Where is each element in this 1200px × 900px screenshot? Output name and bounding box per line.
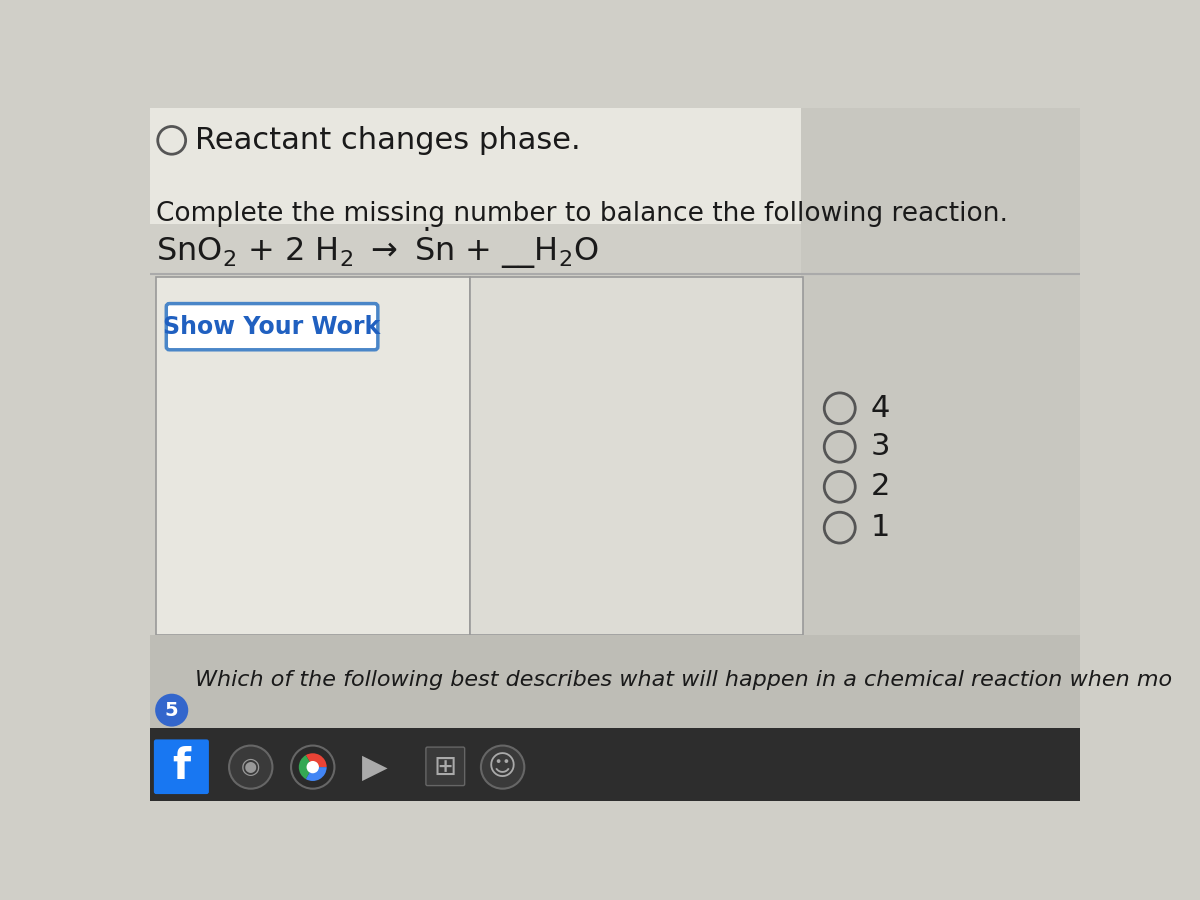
Text: Which of the following best describes what will happen in a chemical reaction wh: Which of the following best describes wh… bbox=[194, 670, 1172, 690]
Text: Reactant changes phase.: Reactant changes phase. bbox=[194, 126, 581, 155]
FancyBboxPatch shape bbox=[154, 740, 209, 794]
Text: f: f bbox=[172, 746, 190, 788]
Circle shape bbox=[292, 745, 335, 788]
Circle shape bbox=[229, 745, 272, 788]
Text: ☺: ☺ bbox=[488, 753, 517, 781]
Bar bbox=[150, 728, 1080, 801]
Bar bbox=[156, 277, 470, 635]
Bar bbox=[470, 277, 803, 635]
Text: Complete the missing number to balance the following reaction.: Complete the missing number to balance t… bbox=[156, 202, 1008, 228]
Text: SnO$_2$ + 2 H$_2$ $\rightarrow$ $\mathregular{\dot{S}}$n + __H$_2$O: SnO$_2$ + 2 H$_2$ $\rightarrow$ $\mathre… bbox=[156, 225, 599, 271]
Bar bbox=[802, 108, 1080, 801]
Text: 5: 5 bbox=[164, 700, 179, 720]
Text: 4: 4 bbox=[871, 394, 890, 423]
Text: Show Your Work: Show Your Work bbox=[163, 315, 380, 338]
Circle shape bbox=[156, 695, 187, 725]
Text: 2: 2 bbox=[871, 472, 890, 501]
FancyBboxPatch shape bbox=[167, 303, 378, 350]
Text: ◉: ◉ bbox=[241, 757, 260, 777]
Wedge shape bbox=[306, 767, 326, 781]
Bar bbox=[150, 635, 1080, 728]
FancyBboxPatch shape bbox=[426, 747, 464, 786]
Text: 1: 1 bbox=[871, 513, 890, 542]
Bar bbox=[150, 108, 1080, 223]
Circle shape bbox=[481, 745, 524, 788]
Text: ⊞: ⊞ bbox=[433, 753, 457, 781]
Wedge shape bbox=[306, 753, 326, 767]
Circle shape bbox=[306, 761, 319, 773]
Text: ▶: ▶ bbox=[362, 751, 388, 784]
Wedge shape bbox=[299, 755, 313, 779]
Text: 3: 3 bbox=[871, 432, 890, 462]
